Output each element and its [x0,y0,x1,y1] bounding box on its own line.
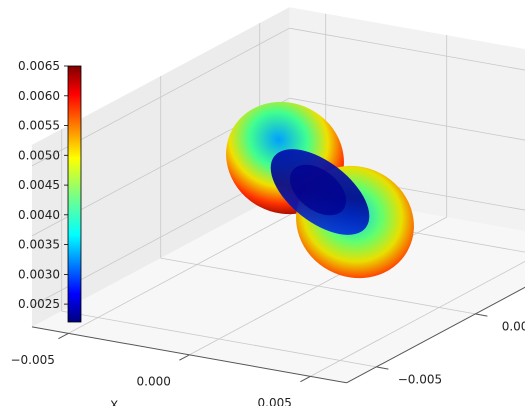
x-axis-label: X [110,399,118,406]
colorbar-tick-label: 0.0040 [18,208,60,222]
colorbar-tick-label: 0.0060 [18,89,60,103]
surface-neck-core [289,164,347,216]
peanut-surface [226,101,414,279]
y-tick [376,366,389,370]
colorbar-tick-label: 0.0030 [18,267,60,281]
colorbar-tick-label: 0.0025 [18,297,60,311]
colorbar-tick-label: 0.0065 [18,59,60,73]
grid-line-z [289,97,525,141]
grid-line-y [160,257,476,315]
grid-line-z [289,27,525,71]
x-tick-label: 0.000 [137,375,171,389]
colorbar: 0.0025 0.0030 0.0035 0.0040 0.0045 0.0050 0.00… [18,59,82,323]
x-tick [179,354,190,361]
colorbar-tick-label: 0.0050 [18,148,60,162]
colorbar-gradient [67,65,82,323]
x-tick-label: 0.005 [258,396,292,406]
y-tick-label: 0.000 [502,320,525,334]
grid-line-y [61,310,377,368]
colorbar-tick-label: 0.0045 [18,178,60,192]
colorbar-tick-label: 0.0035 [18,238,60,252]
x-axis-line [31,326,347,384]
colorbar-tick-label: 0.0055 [18,119,60,133]
x-tick [58,332,69,340]
x-tick-label: −0.005 [10,353,54,367]
x-tick [300,375,311,383]
y-tick [475,313,488,317]
y-tick-label: −0.005 [398,373,442,387]
